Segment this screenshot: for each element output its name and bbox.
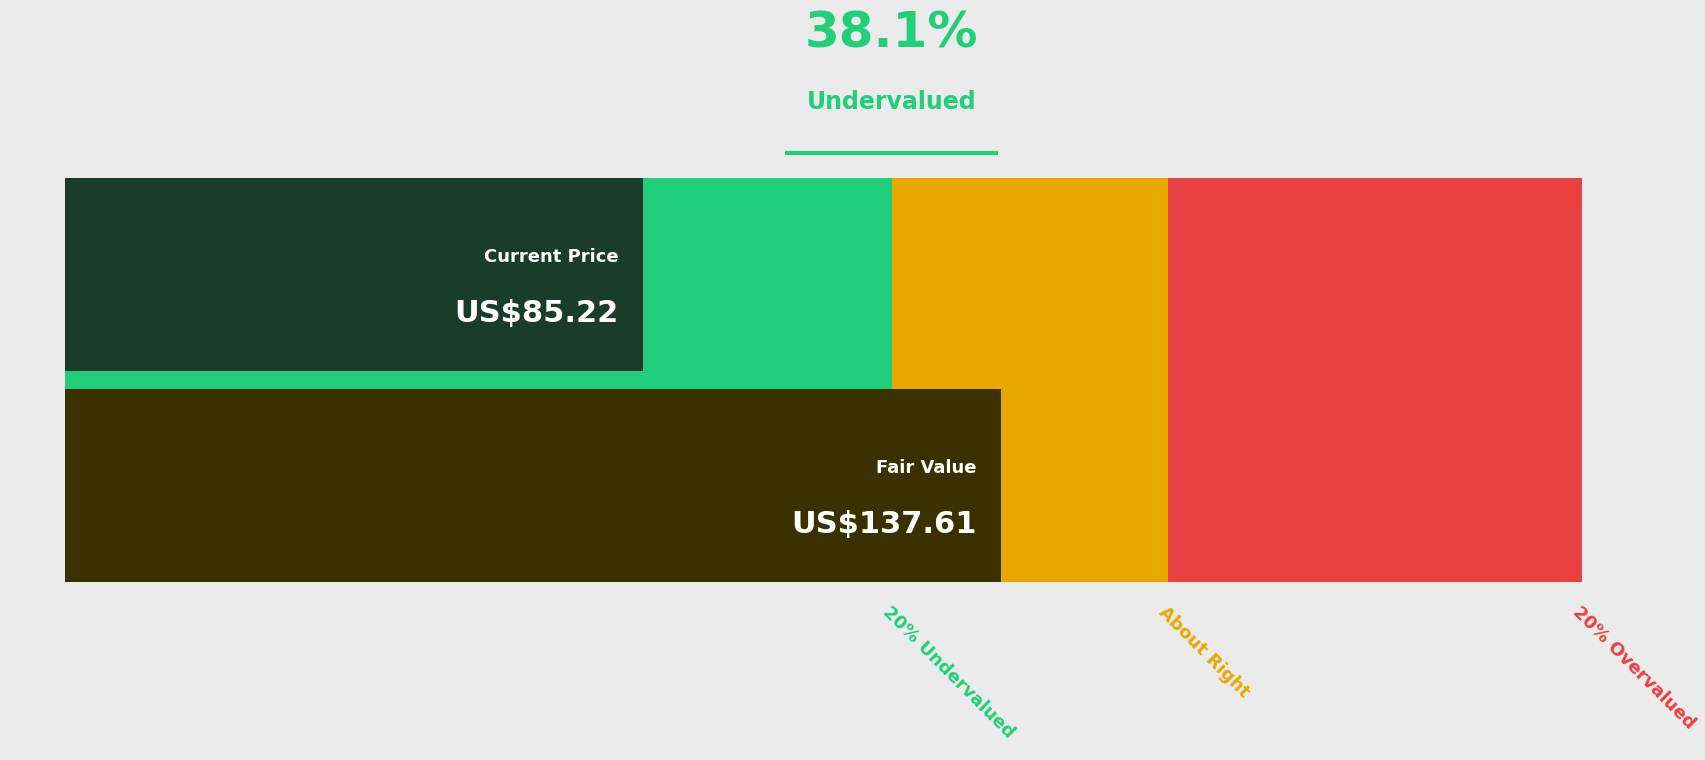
Text: 38.1%: 38.1%	[805, 10, 977, 58]
Bar	[892, 178, 1166, 581]
Bar	[65, 178, 892, 581]
Text: About Right: About Right	[1154, 603, 1251, 701]
Bar	[1166, 178, 1581, 581]
Text: 20% Overvalued: 20% Overvalued	[1569, 603, 1698, 733]
Text: US$137.61: US$137.61	[791, 510, 975, 539]
Text: Fair Value: Fair Value	[875, 458, 975, 477]
Text: 20% Undervalued: 20% Undervalued	[878, 603, 1016, 742]
Text: Undervalued: Undervalued	[806, 90, 975, 115]
Text: US$85.22: US$85.22	[454, 299, 619, 328]
Bar	[65, 389, 1001, 581]
Bar	[65, 178, 643, 371]
Text: Current Price: Current Price	[484, 248, 619, 266]
